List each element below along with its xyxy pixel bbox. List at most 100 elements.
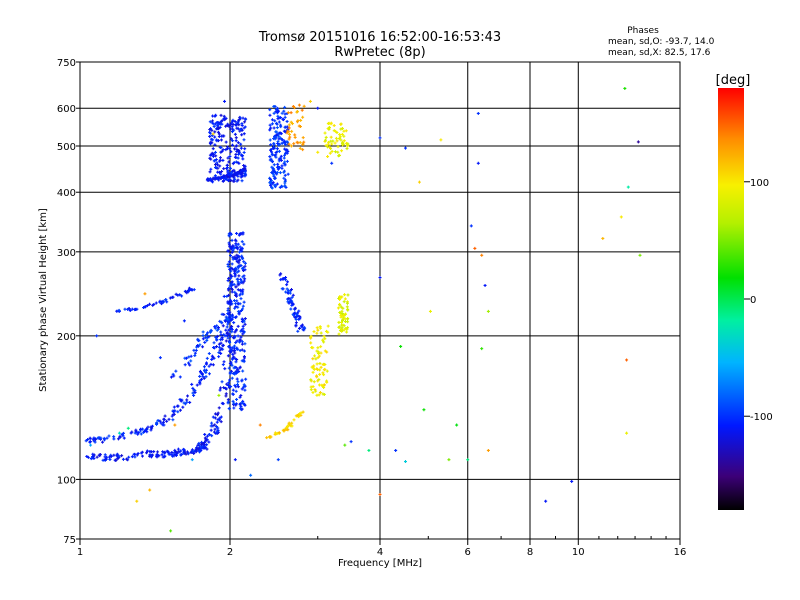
data-point: [277, 431, 281, 435]
data-point: [289, 144, 293, 148]
data-point: [224, 140, 228, 144]
data-point: [292, 311, 296, 315]
data-point: [284, 427, 288, 431]
data-point: [236, 171, 240, 175]
data-point: [336, 145, 340, 149]
data-point: [299, 118, 303, 122]
data-point: [203, 340, 207, 344]
data-point: [173, 448, 177, 452]
data-point: [233, 290, 237, 294]
data-point: [466, 458, 470, 462]
data-point: [277, 137, 281, 141]
data-point: [321, 338, 325, 342]
data-point: [238, 117, 242, 121]
data-point: [211, 147, 215, 151]
data-point: [221, 324, 225, 328]
data-point: [230, 287, 234, 291]
y-tick-label: 400: [57, 188, 76, 199]
data-point: [187, 355, 191, 359]
data-point: [291, 302, 295, 306]
data-point: [270, 186, 274, 190]
y-tick-label: 200: [57, 332, 76, 343]
data-point: [147, 454, 151, 458]
data-point: [236, 367, 240, 371]
data-point: [324, 135, 328, 139]
data-point: [240, 171, 244, 175]
data-point: [346, 308, 350, 312]
data-point: [229, 166, 233, 170]
data-point: [230, 121, 234, 125]
data-point: [238, 232, 242, 236]
data-point: [343, 293, 347, 297]
data-point: [334, 136, 338, 140]
data-point: [222, 360, 226, 364]
data-point: [213, 326, 217, 330]
data-point: [242, 349, 246, 353]
data-point: [226, 336, 230, 340]
data-point: [92, 456, 96, 460]
x-tick-label: 10: [572, 547, 585, 558]
data-point: [325, 380, 329, 384]
data-point: [215, 324, 219, 328]
data-point: [242, 300, 246, 304]
data-point: [198, 380, 202, 384]
data-point: [236, 305, 240, 309]
data-point: [232, 349, 236, 353]
data-point: [88, 440, 92, 444]
data-point: [274, 108, 278, 112]
data-point: [272, 111, 276, 115]
data-point: [345, 301, 349, 305]
data-point: [237, 261, 241, 265]
data-point: [228, 302, 232, 306]
data-point: [93, 440, 97, 444]
data-point: [235, 346, 239, 350]
data-point: [324, 138, 328, 142]
data-point: [241, 292, 245, 296]
data-point: [282, 176, 286, 180]
data-point: [176, 410, 180, 414]
data-point: [210, 421, 214, 425]
data-point: [224, 124, 228, 128]
data-point: [126, 426, 130, 430]
data-point: [192, 451, 196, 455]
data-point: [367, 448, 371, 452]
data-point: [221, 148, 225, 152]
data-point: [319, 351, 323, 355]
data-point: [163, 414, 167, 418]
data-point: [340, 320, 344, 324]
data-point: [171, 295, 175, 299]
data-point: [167, 452, 171, 456]
data-point: [221, 402, 225, 406]
data-point: [236, 380, 240, 384]
data-point: [152, 450, 156, 454]
data-point: [235, 397, 239, 401]
chart-subtitle: RwPretec (8p): [334, 45, 425, 60]
data-point: [216, 428, 220, 432]
data-point: [213, 427, 217, 431]
data-point: [233, 177, 237, 181]
data-point: [325, 369, 329, 373]
data-point: [311, 346, 315, 350]
data-point: [242, 242, 246, 246]
data-point: [240, 154, 244, 158]
data-point: [292, 418, 296, 422]
data-point: [636, 140, 640, 144]
data-point: [280, 287, 284, 291]
data-point: [233, 458, 237, 462]
data-point: [338, 310, 342, 314]
data-point: [302, 328, 306, 332]
data-point: [215, 328, 219, 332]
data-point: [98, 452, 102, 456]
data-point: [218, 388, 222, 392]
data-point: [234, 257, 238, 261]
data-point: [145, 427, 149, 431]
data-point: [243, 277, 247, 281]
data-point: [339, 305, 343, 309]
data-point: [239, 264, 243, 268]
data-point: [287, 137, 291, 141]
data-point: [293, 133, 297, 137]
data-point: [236, 370, 240, 374]
data-point: [315, 375, 319, 379]
data-point: [286, 280, 290, 284]
data-point: [287, 301, 291, 305]
